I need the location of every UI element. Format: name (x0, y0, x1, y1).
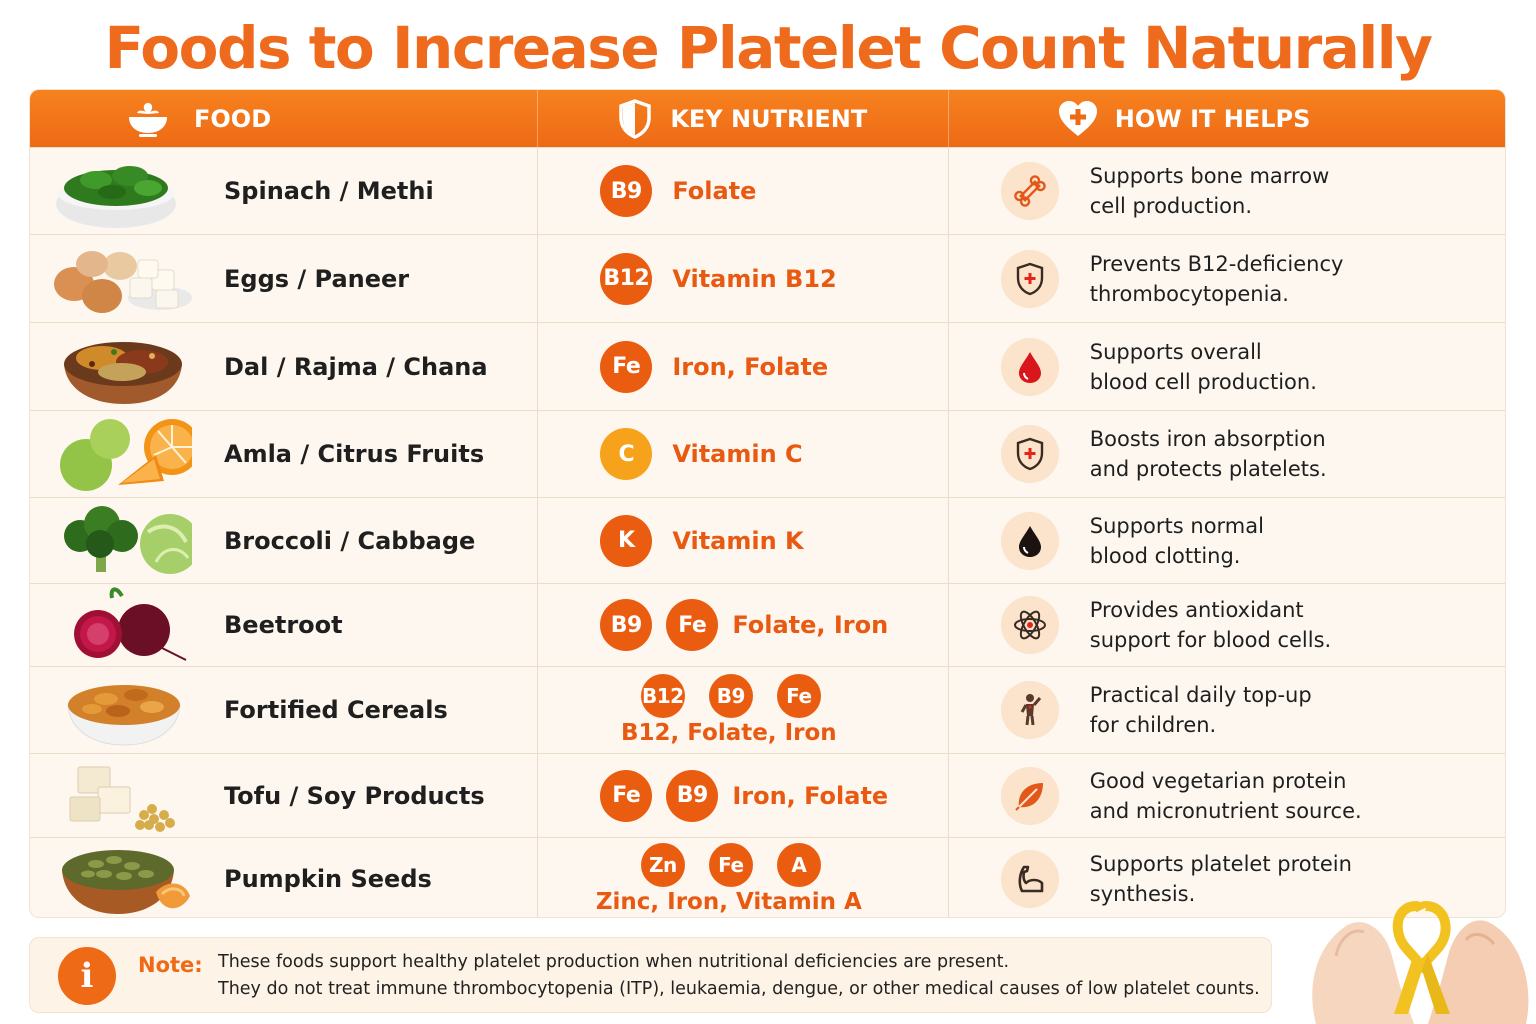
table-row: Spinach / Methi B9 Folate Supports bone … (30, 147, 1505, 234)
header-helps: HOW IT HELPS (949, 90, 1505, 147)
nutrient-badge: Fe (708, 842, 753, 887)
note-label: Note: (138, 953, 203, 977)
nutrient-badge: B12 (600, 252, 653, 305)
food-name: Spinach / Methi (224, 177, 434, 205)
help-text: Provides antioxidant support for blood ce… (1089, 598, 1332, 652)
table-row: Beetroot B9 Fe Folate, Iron Provides ant… (30, 583, 1505, 666)
nutrient-group: Zn Fe A Zinc, Iron, Vitamin A (538, 842, 949, 915)
nutrient-text: Folate, Iron (732, 611, 889, 639)
info-icon: i (58, 947, 116, 1005)
nutrient-text: Zinc, Iron, Vitamin A (595, 888, 862, 915)
nutrient-text: Folate (672, 177, 757, 205)
nutrient-group: B9 Fe Folate, Iron (600, 599, 888, 651)
food-name: Broccoli / Cabbage (224, 526, 476, 555)
food-name: Pumpkin Seeds (224, 864, 432, 893)
note-box: i Note: These foods support healthy plat… (29, 937, 1272, 1013)
nutrient-text: Vitamin K (672, 526, 804, 555)
header-nutrient-label: KEY NUTRIENT (670, 104, 868, 133)
nutrient-group: B9 Folate (600, 165, 756, 217)
table-row: Eggs / Paneer B12 Vitamin B12 Prevents B… (30, 234, 1505, 322)
table-row: Dal / Rajma / Chana Fe Iron, Folate Supp… (30, 322, 1505, 410)
help-text: Practical daily top-up for children. (1089, 683, 1312, 737)
note-line-1: These foods support healthy platelet pro… (218, 952, 1010, 972)
page-title: Foods to Increase Platelet Count Natural… (104, 14, 1434, 82)
table-row: Tofu / Soy Products Fe B9 Iron, Folate G… (30, 753, 1505, 837)
help-text: Supports normal blood clotting. (1089, 513, 1264, 568)
help-text: Supports bone marrow cell production. (1089, 164, 1330, 218)
hands-ribbon-illustration (1312, 900, 1529, 1024)
header-helps-label: HOW IT HELPS (1114, 104, 1311, 133)
header-food-label: FOOD (194, 104, 272, 133)
child-icon (1000, 681, 1059, 739)
table-header: FOOD KEY NUTRIENT HOW IT HELPS (30, 90, 1505, 147)
nutrient-group: B12 Vitamin B12 (600, 252, 837, 305)
heart-plus-icon (1057, 100, 1099, 138)
table-row: Pumpkin Seeds Zn Fe A Zinc, Iron, Vitami… (30, 837, 1505, 917)
nutrient-badge: Fe (776, 674, 821, 718)
pumpkin-seeds-image (62, 849, 190, 914)
nutrient-text: Vitamin B12 (672, 264, 837, 293)
nutrient-group: Fe B9 Iron, Folate (600, 769, 889, 822)
food-name: Amla / Citrus Fruits (224, 440, 485, 468)
header-nutrient: KEY NUTRIENT (538, 90, 949, 147)
help-text: Boosts iron absorption and protects plate… (1089, 427, 1327, 481)
eggs-paneer-image (54, 250, 192, 313)
help-text: Supports overall blood cell production. (1089, 339, 1317, 394)
nutrient-badge: C (600, 428, 653, 480)
nutrient-group: B12 B9 Fe B12, Folate, Iron (538, 674, 949, 746)
food-name: Tofu / Soy Products (224, 781, 485, 810)
muscle-icon (1000, 849, 1059, 908)
nutrient-badge: B9 (666, 769, 719, 822)
table-row: Amla / Citrus Fruits C Vitamin C Boosts … (30, 410, 1505, 497)
help-text: Good vegetarian protein and micronutrient… (1089, 768, 1362, 823)
help-text: Prevents B12-deficiency thrombocytopenia. (1089, 251, 1344, 306)
nutrient-badge: A (776, 842, 821, 887)
shield-plus-icon (1000, 425, 1059, 483)
broccoli-cabbage-image (64, 505, 192, 574)
food-name: Dal / Rajma / Chana (224, 352, 488, 381)
dark-drop-icon (1000, 511, 1059, 570)
food-table: FOOD KEY NUTRIENT HOW IT HELPS Spinach /… (29, 89, 1506, 918)
shield-icon (618, 98, 652, 139)
nutrient-group: C Vitamin C (600, 428, 803, 480)
amla-orange-image (60, 419, 192, 491)
nutrient-text: Iron, Folate (732, 781, 889, 810)
nutrient-badge: B9 (600, 165, 653, 217)
beetroot-image (74, 587, 187, 661)
nutrient-badge: B9 (600, 599, 653, 651)
nutrient-badge: K (600, 514, 653, 567)
nutrient-group: Fe Iron, Folate (600, 340, 829, 393)
food-name: Fortified Cereals (224, 696, 448, 724)
spinach-bowl-image (56, 166, 176, 228)
blood-drop-icon (1000, 337, 1059, 396)
table-row: Broccoli / Cabbage K Vitamin K Supports … (30, 497, 1505, 583)
nutrient-text: Vitamin C (672, 440, 803, 468)
nutrient-badge: B12 (640, 674, 685, 718)
leaf-icon (1000, 766, 1059, 825)
atom-icon (1000, 596, 1059, 654)
shield-plus-icon (1000, 249, 1059, 308)
header-food: FOOD (30, 90, 539, 147)
bowl-icon (126, 100, 170, 138)
nutrient-badge: Fe (600, 340, 653, 393)
table-row: Fortified Cereals B12 B9 Fe B12, Folate,… (30, 666, 1505, 753)
nutrient-badge: Zn (640, 842, 685, 887)
help-text: Supports platelet protein synthesis. (1089, 851, 1352, 906)
food-name: Eggs / Paneer (224, 264, 410, 293)
tofu-soy-image (69, 766, 175, 832)
bone-icon (1000, 162, 1059, 220)
nutrient-badge: Fe (666, 599, 719, 651)
nutrient-text: B12, Folate, Iron (620, 720, 837, 746)
nutrient-group: K Vitamin K (600, 514, 804, 567)
nutrient-badge: B9 (708, 674, 753, 718)
nutrient-badge: Fe (600, 769, 653, 822)
nutrient-text: Iron, Folate (672, 352, 829, 381)
note-line-2: They do not treat immune thrombocytopeni… (218, 979, 1260, 999)
food-name: Beetroot (224, 611, 343, 639)
legumes-bowl-image (64, 341, 182, 404)
cereal-bowl-image (67, 685, 181, 746)
